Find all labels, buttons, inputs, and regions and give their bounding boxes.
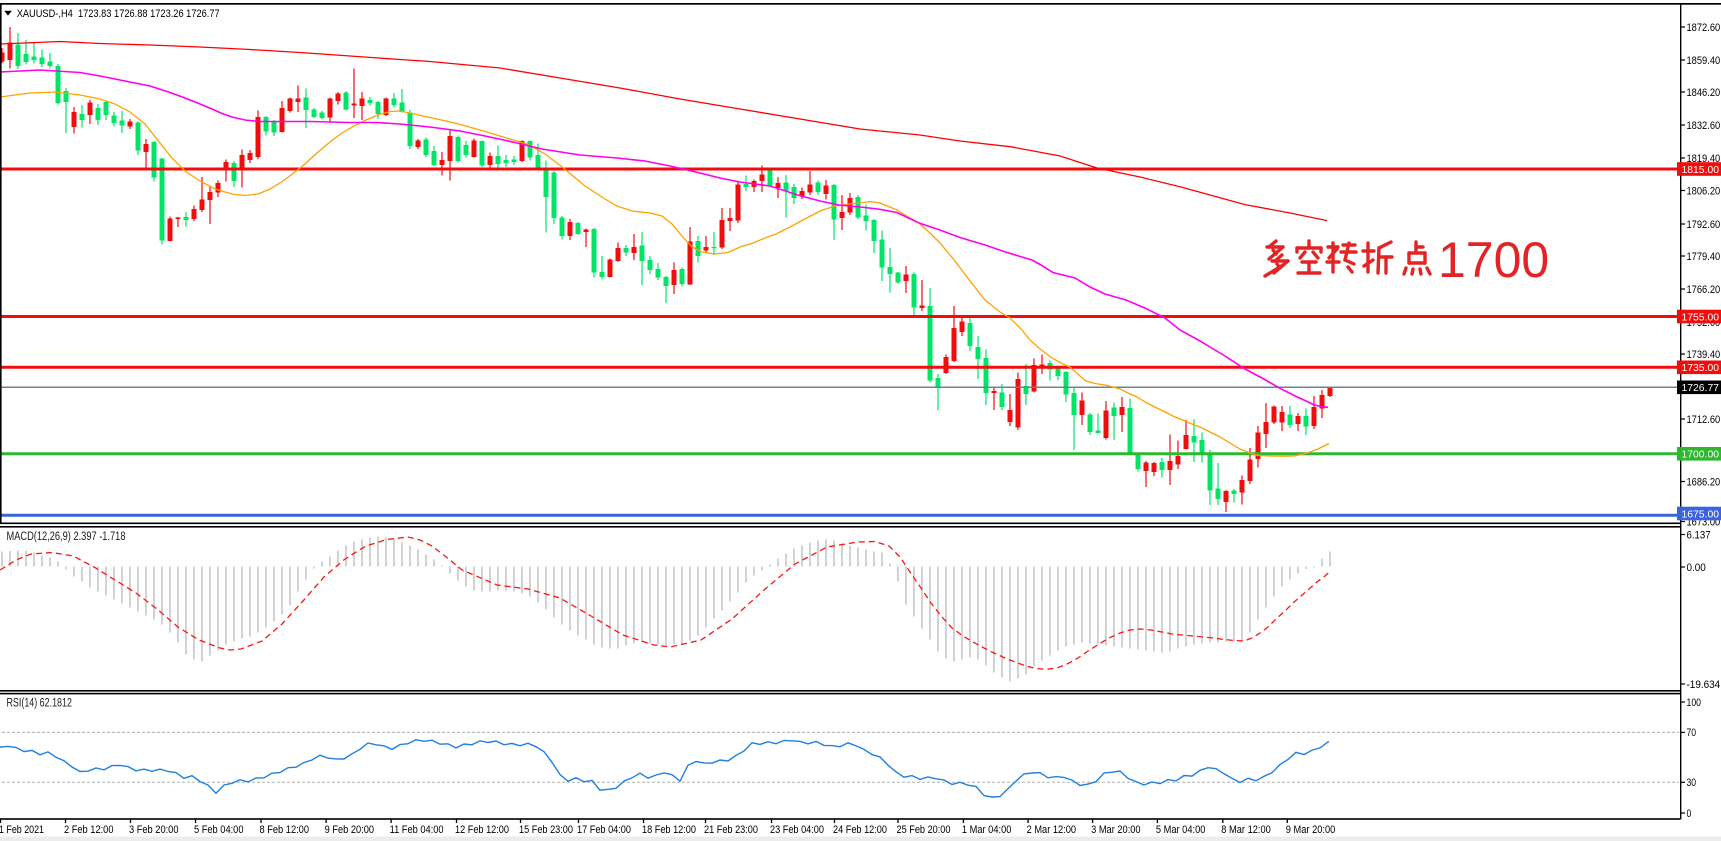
svg-text:9 Mar 20:00: 9 Mar 20:00 xyxy=(1286,824,1336,836)
svg-text:21 Feb 23:00: 21 Feb 23:00 xyxy=(704,824,758,836)
svg-text:18 Feb 12:00: 18 Feb 12:00 xyxy=(642,824,696,836)
svg-text:1819.40: 1819.40 xyxy=(1687,153,1721,165)
svg-text:0: 0 xyxy=(1687,808,1692,820)
svg-text:1815.00: 1815.00 xyxy=(1682,165,1720,176)
svg-text:17 Feb 04:00: 17 Feb 04:00 xyxy=(577,824,631,836)
svg-text:XAUUSD-,H4 1723.83 1726.88 17: XAUUSD-,H4 1723.83 1726.88 1723.26 1726.… xyxy=(17,8,220,20)
svg-text:1739.40: 1739.40 xyxy=(1687,349,1721,361)
svg-text:1675.00: 1675.00 xyxy=(1682,509,1720,520)
svg-text:1779.40: 1779.40 xyxy=(1687,251,1721,263)
svg-text:6.137: 6.137 xyxy=(1687,529,1711,541)
svg-text:1859.40: 1859.40 xyxy=(1687,55,1721,67)
svg-text:5 Mar 04:00: 5 Mar 04:00 xyxy=(1156,824,1206,836)
svg-text:1700.00: 1700.00 xyxy=(1682,450,1720,461)
svg-text:2 Feb 12:00: 2 Feb 12:00 xyxy=(64,824,114,836)
svg-text:RSI(14) 62.1812: RSI(14) 62.1812 xyxy=(7,698,72,710)
svg-text:1846.20: 1846.20 xyxy=(1687,87,1721,99)
svg-text:9 Feb 20:00: 9 Feb 20:00 xyxy=(325,824,375,836)
svg-text:3 Feb 20:00: 3 Feb 20:00 xyxy=(129,824,179,836)
svg-text:1872.60: 1872.60 xyxy=(1687,22,1721,34)
svg-text:1686.20: 1686.20 xyxy=(1687,476,1721,488)
svg-text:12 Feb 12:00: 12 Feb 12:00 xyxy=(455,824,509,836)
svg-text:1735.00: 1735.00 xyxy=(1682,363,1720,374)
svg-text:-19.634: -19.634 xyxy=(1687,679,1721,691)
svg-text:2 Mar 12:00: 2 Mar 12:00 xyxy=(1027,824,1077,836)
svg-text:23 Feb 04:00: 23 Feb 04:00 xyxy=(770,824,824,836)
svg-text:1806.20: 1806.20 xyxy=(1687,185,1721,197)
svg-text:1766.20: 1766.20 xyxy=(1687,284,1721,296)
svg-text:1726.77: 1726.77 xyxy=(1682,383,1720,394)
svg-text:25 Feb 20:00: 25 Feb 20:00 xyxy=(897,824,951,836)
svg-text:1832.60: 1832.60 xyxy=(1687,120,1721,132)
svg-text:3 Mar 20:00: 3 Mar 20:00 xyxy=(1091,824,1141,836)
svg-text:1 Feb 2021: 1 Feb 2021 xyxy=(0,824,44,836)
svg-text:1 Mar 04:00: 1 Mar 04:00 xyxy=(962,824,1012,836)
svg-text:8 Mar 12:00: 8 Mar 12:00 xyxy=(1221,824,1271,836)
svg-text:8 Feb 12:00: 8 Feb 12:00 xyxy=(260,824,310,836)
svg-text:0.00: 0.00 xyxy=(1687,562,1706,574)
svg-text:70: 70 xyxy=(1687,727,1697,739)
svg-text:1712.60: 1712.60 xyxy=(1687,414,1721,426)
svg-text:1792.60: 1792.60 xyxy=(1687,219,1721,231)
svg-text:1755.00: 1755.00 xyxy=(1682,312,1720,323)
svg-text:MACD(12,26,9) 2.397 -1.718: MACD(12,26,9) 2.397 -1.718 xyxy=(7,531,126,543)
svg-text:15 Feb 23:00: 15 Feb 23:00 xyxy=(519,824,573,836)
svg-text:30: 30 xyxy=(1687,777,1697,789)
svg-text:11 Feb 04:00: 11 Feb 04:00 xyxy=(390,824,444,836)
svg-text:5 Feb 04:00: 5 Feb 04:00 xyxy=(194,824,244,836)
svg-text:24 Feb 12:00: 24 Feb 12:00 xyxy=(833,824,887,836)
svg-text:100: 100 xyxy=(1687,697,1702,709)
svg-text:1700: 1700 xyxy=(1438,232,1549,288)
